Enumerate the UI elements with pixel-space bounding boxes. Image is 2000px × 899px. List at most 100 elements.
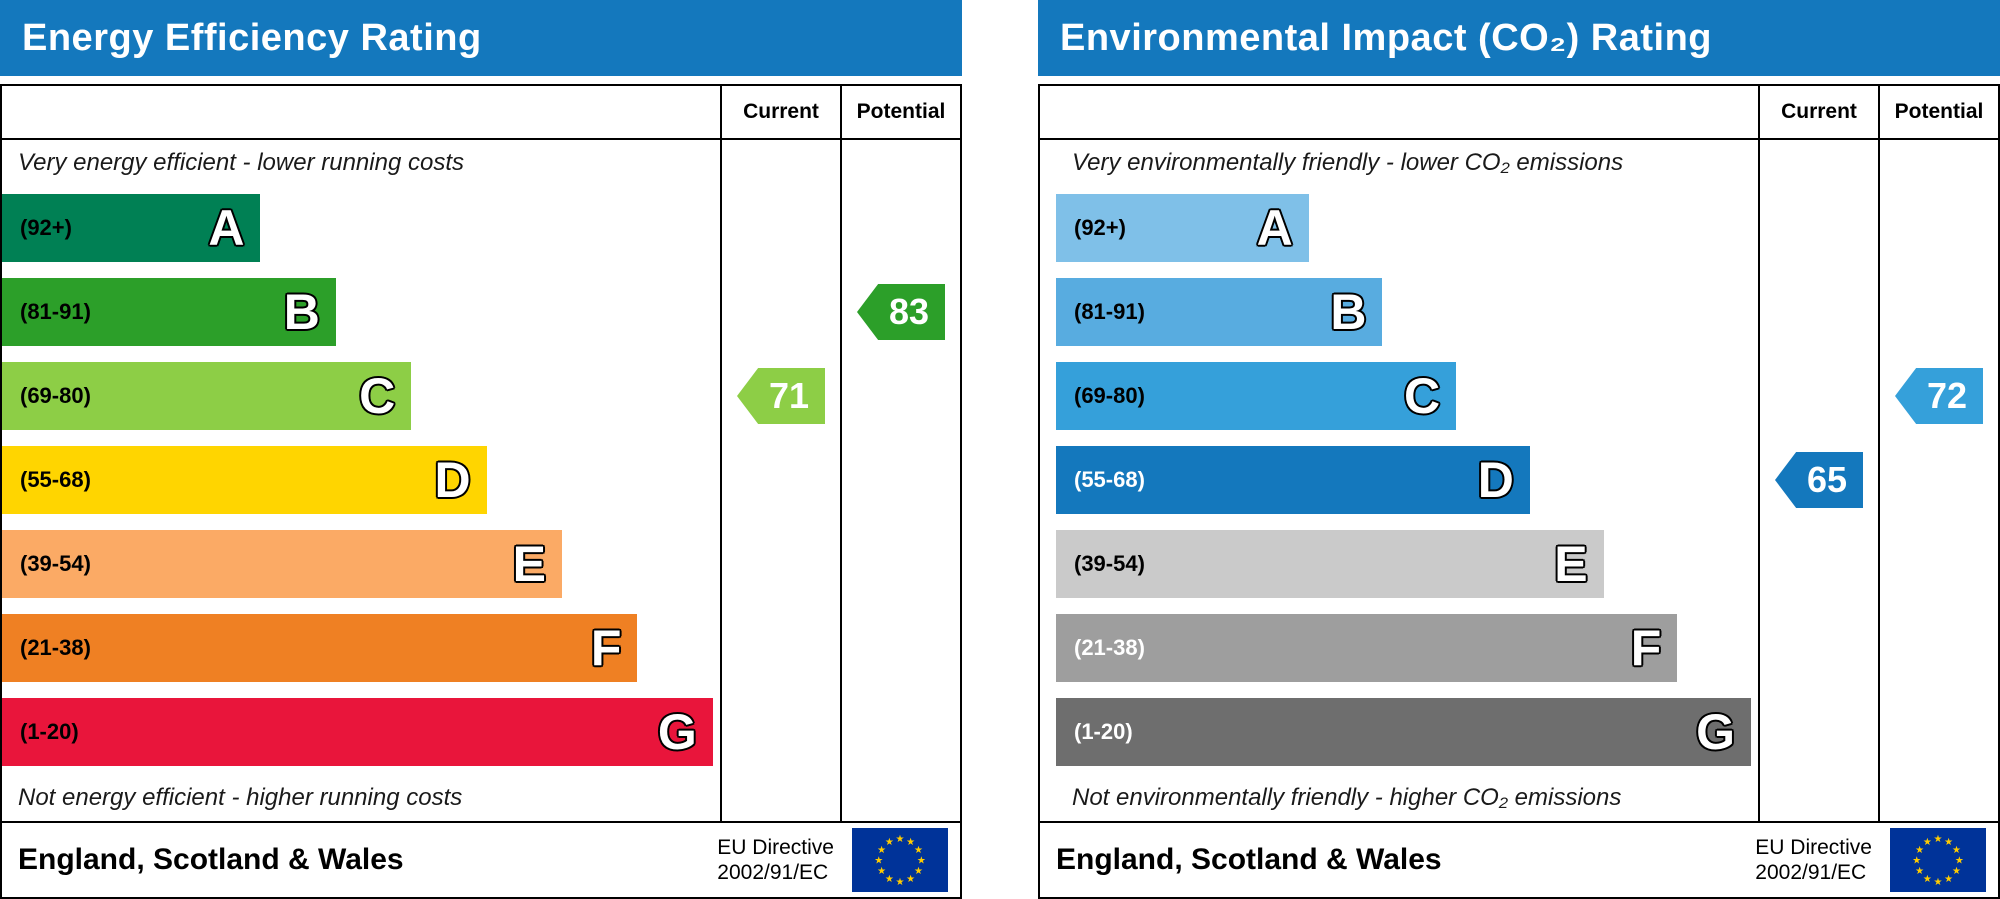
svg-text:★: ★ — [877, 866, 886, 877]
svg-text:★: ★ — [874, 856, 883, 867]
band-f-bar: (21-38) F — [2, 614, 638, 682]
current-column-header: Current — [720, 86, 840, 138]
co2-chart-title: Environmental Impact (CO₂) Rating — [1060, 16, 1712, 59]
energy-potential-pointer: 83 — [857, 284, 945, 340]
energy-current-pointer: 71 — [737, 368, 825, 424]
energy-footer: England, Scotland & Wales EU Directive 2… — [2, 821, 960, 897]
co2-top-caption: Very environmentally friendly - lower CO… — [1072, 149, 1624, 176]
band-letter-label: D — [434, 452, 471, 508]
svg-text:★: ★ — [896, 834, 905, 845]
energy-title-bar: Energy Efficiency Rating — [0, 0, 962, 76]
energy-current-column: 71 — [720, 140, 840, 821]
band-letter-label: C — [1404, 368, 1441, 424]
potential-column-header: Potential — [840, 86, 960, 138]
co2-potential-value: 72 — [1926, 375, 1968, 416]
band-d-bar: (55-68) D — [2, 446, 487, 514]
band-range-label: (1-20) — [1074, 719, 1133, 744]
svg-text:★: ★ — [1923, 837, 1932, 848]
svg-text:★: ★ — [877, 845, 886, 856]
band-letter-label: E — [512, 536, 547, 592]
band-range-label: (21-38) — [20, 635, 91, 660]
band-b-bar: (81-91) B — [1056, 278, 1383, 346]
band-row-g: (1-20) G — [1056, 690, 1758, 774]
band-row-d: (55-68) D — [2, 438, 720, 522]
co2-bottom-caption: Not environmentally friendly - higher CO… — [1072, 783, 1622, 811]
band-letter-label: F — [1630, 620, 1662, 676]
band-range-label: (39-54) — [1074, 551, 1145, 576]
energy-efficiency-chart: Energy Efficiency Rating Current Potenti… — [0, 0, 962, 899]
column-header-spacer — [1040, 86, 1758, 138]
band-range-label: (92+) — [1074, 215, 1126, 240]
band-range-label: (69-80) — [1074, 383, 1145, 408]
svg-text:★: ★ — [906, 874, 915, 885]
eu-directive-line1: EU Directive — [1755, 835, 1872, 859]
band-g-bar: (1-20) G — [1056, 698, 1751, 766]
co2-column-header-row: Current Potential — [1040, 86, 1998, 140]
band-row-c: (69-80) C — [2, 354, 720, 438]
energy-top-caption: Very energy efficient - lower running co… — [18, 149, 464, 176]
co2-bands-column: Very environmentally friendly - lower CO… — [1040, 140, 1758, 821]
band-letter-label: C — [359, 368, 396, 424]
band-range-label: (55-68) — [20, 467, 91, 492]
svg-text:★: ★ — [914, 866, 923, 877]
band-row-a: (92+) A — [1056, 186, 1758, 270]
band-e-bar: (39-54) E — [2, 530, 563, 598]
eu-directive-label: EU Directive 2002/91/EC — [717, 835, 834, 885]
svg-text:★: ★ — [1952, 845, 1961, 856]
band-row-b: (81-91) B — [1056, 270, 1758, 354]
energy-bottom-caption: Not energy efficient - higher running co… — [18, 783, 463, 811]
band-row-a: (92+) A — [2, 186, 720, 270]
band-range-label: (1-20) — [20, 719, 79, 744]
band-range-label: (55-68) — [1074, 467, 1145, 492]
band-e-bar: (39-54) E — [1056, 530, 1604, 598]
svg-text:★: ★ — [1944, 874, 1953, 885]
eu-directive-label: EU Directive 2002/91/EC — [1755, 835, 1872, 885]
column-header-spacer — [2, 86, 720, 138]
co2-title-bar: Environmental Impact (CO₂) Rating — [1038, 0, 2000, 76]
band-g-bar: (1-20) G — [2, 698, 713, 766]
energy-potential-value: 83 — [888, 291, 930, 332]
band-row-d: (55-68) D — [1056, 438, 1758, 522]
svg-text:★: ★ — [1952, 866, 1961, 877]
band-a-bar: (92+) A — [2, 194, 261, 262]
band-range-label: (39-54) — [20, 551, 91, 576]
energy-table-body: Very energy efficient - lower running co… — [2, 140, 960, 821]
svg-text:★: ★ — [1912, 856, 1921, 867]
svg-text:★: ★ — [1923, 874, 1932, 885]
potential-column-header: Potential — [1878, 86, 1998, 138]
band-row-f: (21-38) F — [2, 606, 720, 690]
svg-text:★: ★ — [896, 877, 905, 888]
band-range-label: (81-91) — [20, 299, 91, 324]
region-label: England, Scotland & Wales — [1056, 843, 1442, 876]
co2-table-body: Very environmentally friendly - lower CO… — [1040, 140, 1998, 821]
eu-directive-line2: 2002/91/EC — [717, 861, 829, 884]
band-letter-label: E — [1554, 536, 1588, 592]
svg-text:★: ★ — [1934, 877, 1943, 888]
energy-chart-title: Energy Efficiency Rating — [22, 16, 482, 59]
energy-potential-column: 83 — [840, 140, 960, 821]
band-letter-label: B — [283, 284, 320, 340]
band-c-bar: (69-80) C — [1056, 362, 1457, 430]
co2-bands: (92+) A (81-91) B (69-80) C — [1056, 186, 1758, 774]
svg-text:★: ★ — [885, 837, 894, 848]
current-column-header: Current — [1758, 86, 1878, 138]
svg-text:★: ★ — [1915, 845, 1924, 856]
band-range-label: (69-80) — [20, 383, 91, 408]
svg-text:★: ★ — [885, 874, 894, 885]
co2-footer: England, Scotland & Wales EU Directive 2… — [1040, 821, 1998, 897]
eu-directive-line1: EU Directive — [717, 835, 834, 859]
band-row-c: (69-80) C — [1056, 354, 1758, 438]
band-row-f: (21-38) F — [1056, 606, 1758, 690]
eu-flag-icon: ★ ★★ ★★★ ★★★ ★★★ — [1890, 828, 1986, 892]
energy-rating-table: Current Potential Very energy efficient … — [0, 84, 962, 899]
band-letter-label: G — [657, 704, 697, 760]
co2-potential-pointer: 72 — [1895, 368, 1983, 424]
band-letter-label: A — [208, 200, 245, 256]
band-b-bar: (81-91) B — [2, 278, 336, 346]
eu-directive-line2: 2002/91/EC — [1755, 861, 1867, 884]
energy-current-value: 71 — [768, 375, 810, 416]
co2-current-column: 65 — [1758, 140, 1878, 821]
band-letter-label: A — [1256, 200, 1293, 256]
svg-text:★: ★ — [1934, 834, 1943, 845]
eu-flag-icon: ★ ★★ ★★★ ★★★ ★★★ — [852, 828, 948, 892]
